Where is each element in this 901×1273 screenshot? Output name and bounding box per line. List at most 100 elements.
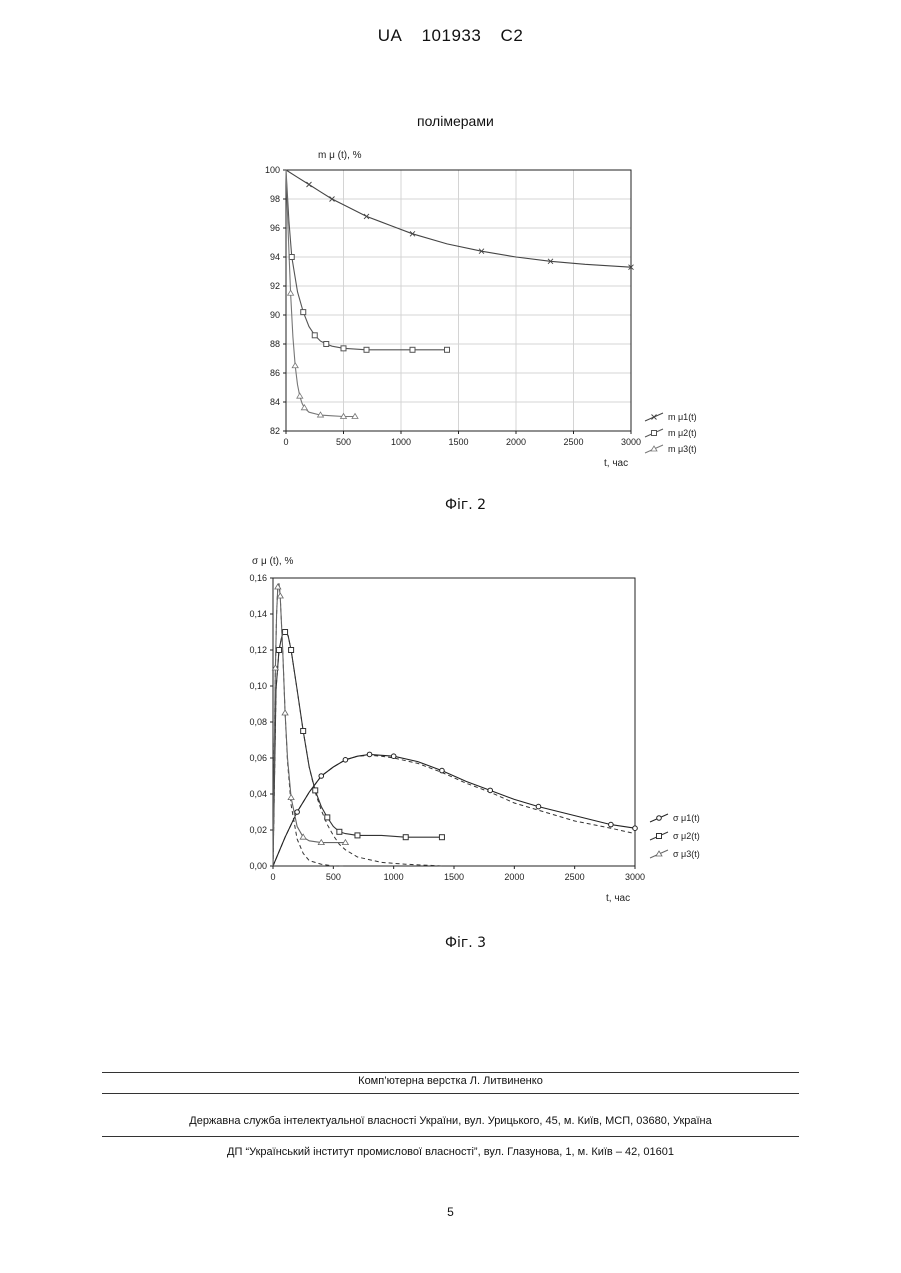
- data-point: [410, 347, 415, 352]
- x-tick-label: 1000: [391, 437, 411, 447]
- data-point: [445, 347, 450, 352]
- series-fit-line-3: [273, 583, 345, 866]
- legend-label-2: m μ2(t): [668, 428, 697, 438]
- footer-rule-middle: [102, 1093, 799, 1094]
- data-point: [301, 729, 306, 734]
- data-point: [324, 342, 329, 347]
- legend-label-3: σ μ3(t): [673, 849, 700, 859]
- x-tick-label: 2500: [565, 872, 585, 882]
- x-tick-label: 3000: [621, 437, 641, 447]
- data-point: [319, 774, 324, 779]
- data-point: [282, 710, 288, 715]
- x-tick-label: 2000: [504, 872, 524, 882]
- data-point: [307, 182, 312, 187]
- patent-kind-code: C2: [501, 26, 524, 45]
- figure-2-chart: 0500100015002000250030008284868890929496…: [240, 140, 720, 480]
- figure-2-caption: Фіг. 2: [0, 497, 901, 513]
- data-point: [364, 347, 369, 352]
- legend-marker-1: [652, 415, 657, 420]
- series-fit-line-2: [273, 632, 442, 866]
- x-tick-label: 3000: [625, 872, 645, 882]
- y-tick-label: 100: [265, 165, 280, 175]
- series-line-3: [286, 170, 355, 417]
- data-point: [343, 758, 348, 763]
- data-point: [403, 835, 408, 840]
- figure-2-heading: полімерами: [417, 113, 494, 129]
- y-tick-label: 0,12: [249, 645, 267, 655]
- data-point: [300, 834, 306, 839]
- data-point: [609, 822, 614, 827]
- legend-label-3: m μ3(t): [668, 444, 697, 454]
- y-tick-label: 0,14: [249, 609, 267, 619]
- data-point: [283, 630, 288, 635]
- x-tick-label: 0: [283, 437, 288, 447]
- x-tick-label: 1500: [444, 872, 464, 882]
- page-number: 5: [0, 1205, 901, 1219]
- data-point: [367, 752, 372, 757]
- footer-rule-top: [102, 1072, 799, 1073]
- footer-institute-address: ДП “Український інститут промислової вла…: [102, 1146, 799, 1158]
- data-point: [536, 804, 541, 809]
- y-tick-label: 0,16: [249, 573, 267, 583]
- y-tick-label: 0,04: [249, 789, 267, 799]
- data-point: [297, 393, 303, 398]
- data-point: [440, 768, 445, 773]
- data-point: [439, 835, 444, 840]
- x-tick-label: 0: [270, 872, 275, 882]
- y-axis-label: σ μ (t), %: [252, 556, 293, 567]
- data-point: [313, 788, 318, 793]
- y-tick-label: 92: [270, 281, 280, 291]
- data-point: [488, 788, 493, 793]
- legend-marker-1: [657, 816, 662, 821]
- y-tick-label: 88: [270, 339, 280, 349]
- x-tick-label: 500: [336, 437, 351, 447]
- data-point: [277, 593, 283, 598]
- patent-number: 101933: [422, 26, 482, 45]
- x-tick-label: 2000: [506, 437, 526, 447]
- data-point: [292, 363, 298, 368]
- data-point: [288, 290, 294, 295]
- data-point: [633, 826, 638, 831]
- x-axis-label: t, час: [606, 893, 630, 904]
- x-tick-label: 2500: [563, 437, 583, 447]
- data-point: [312, 333, 317, 338]
- y-tick-label: 84: [270, 397, 280, 407]
- series-line-3: [273, 583, 345, 866]
- x-tick-label: 500: [326, 872, 341, 882]
- x-axis-label: t, час: [604, 458, 628, 469]
- y-tick-label: 98: [270, 194, 280, 204]
- legend-marker-2: [657, 834, 662, 839]
- y-tick-label: 94: [270, 252, 280, 262]
- figure-3-caption: Фіг. 3: [0, 935, 901, 951]
- footer-office-address: Державна служба інтелектуальної власност…: [102, 1115, 799, 1127]
- data-point: [277, 648, 282, 653]
- y-tick-label: 96: [270, 223, 280, 233]
- data-point: [288, 795, 294, 800]
- y-tick-label: 82: [270, 426, 280, 436]
- y-tick-label: 0,08: [249, 717, 267, 727]
- patent-office-code: UA: [378, 26, 403, 45]
- y-tick-label: 0,02: [249, 825, 267, 835]
- series-line-2: [286, 170, 447, 350]
- x-tick-label: 1000: [384, 872, 404, 882]
- footer-rule-bottom: [102, 1136, 799, 1137]
- data-point: [325, 815, 330, 820]
- data-point: [355, 833, 360, 838]
- data-point: [289, 648, 294, 653]
- series-line-2: [273, 632, 442, 866]
- patent-header: UA 101933 C2: [0, 26, 901, 46]
- data-point: [391, 754, 396, 759]
- legend-label-1: m μ1(t): [668, 412, 697, 422]
- data-point: [341, 346, 346, 351]
- data-point: [275, 584, 281, 589]
- footer-typesetter: Комп’ютерна верстка Л. Литвиненко: [102, 1075, 799, 1087]
- plot-frame: [273, 578, 635, 866]
- y-tick-label: 0,00: [249, 861, 267, 871]
- x-tick-label: 1500: [448, 437, 468, 447]
- data-point: [364, 214, 369, 219]
- y-tick-label: 86: [270, 368, 280, 378]
- data-point: [337, 829, 342, 834]
- legend-marker-2: [652, 431, 657, 436]
- data-point: [289, 255, 294, 260]
- legend-label-2: σ μ2(t): [673, 831, 700, 841]
